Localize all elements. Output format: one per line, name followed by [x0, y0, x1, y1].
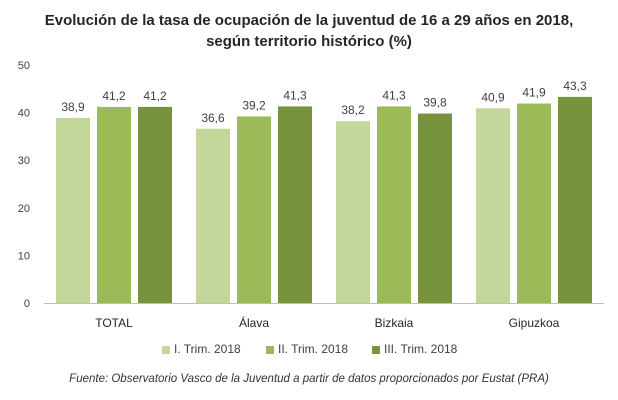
x-tick-label: TOTAL: [95, 316, 133, 330]
x-tick-label: Álava: [239, 315, 269, 330]
y-tick-label: 20: [18, 203, 30, 215]
x-tick-label: Bizkaia: [375, 316, 414, 330]
legend-label: II. Trim. 2018: [278, 342, 348, 356]
legend-swatch: [372, 346, 380, 354]
y-tick-label: 40: [18, 108, 30, 120]
data-label: 38,2: [341, 103, 365, 117]
legend-label: I. Trim. 2018: [174, 342, 241, 356]
bar: [138, 106, 172, 303]
data-label: 39,2: [242, 98, 266, 112]
data-label: 41,2: [143, 89, 167, 103]
bar: [237, 116, 271, 304]
data-label: 40,9: [481, 90, 505, 104]
legend-swatch: [266, 346, 274, 354]
chart-title-line-1: Evolución de la tasa de ocupación de la …: [44, 12, 574, 29]
bar: [418, 113, 452, 303]
bar: [517, 103, 551, 303]
y-tick-label: 30: [18, 155, 30, 167]
data-label: 41,9: [522, 86, 546, 100]
y-tick-label: 0: [24, 298, 30, 310]
bar: [97, 106, 131, 303]
bar: [336, 121, 370, 303]
legend-swatch: [162, 346, 170, 354]
bar: [56, 117, 90, 303]
x-tick-label: Gipuzkoa: [509, 316, 560, 330]
bar: [476, 108, 510, 303]
chart-title-line-2: según territorio histórico (%): [206, 33, 412, 50]
data-label: 38,9: [61, 100, 85, 114]
legend-label: III. Trim. 2018: [384, 342, 458, 356]
chart-title: Evolución de la tasa de ocupación de la …: [0, 10, 618, 52]
bar: [278, 106, 312, 303]
data-label: 41,3: [382, 88, 406, 102]
data-label: 41,3: [283, 88, 307, 102]
data-label: 41,2: [102, 89, 126, 103]
bar: [377, 106, 411, 303]
bar: [196, 128, 230, 303]
data-label: 36,6: [201, 111, 225, 125]
data-label: 43,3: [563, 79, 587, 93]
source-note: Fuente: Observatorio Vasco de la Juventu…: [69, 373, 549, 385]
y-tick-label: 10: [18, 250, 30, 262]
data-label: 39,8: [423, 96, 447, 110]
y-tick-label: 50: [18, 60, 30, 72]
bar: [558, 96, 592, 303]
